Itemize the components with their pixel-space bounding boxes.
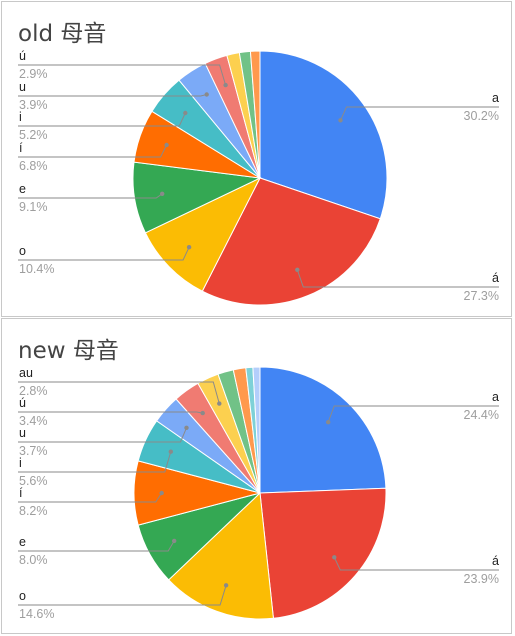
slice-label-name: i: [19, 110, 22, 124]
slice-label-name: u: [19, 80, 26, 94]
slice-label-percent: 6.8%: [19, 159, 48, 173]
leader-dot: [172, 538, 177, 544]
slice-label-percent: 3.4%: [19, 414, 48, 428]
slice-label-name: e: [19, 535, 26, 549]
leader-dot: [183, 110, 188, 116]
pie-slice-o: [167, 491, 274, 620]
leader-line: [18, 585, 227, 606]
pie-slice-a: [259, 50, 388, 220]
leader-line: [18, 451, 172, 473]
leader-dot: [326, 420, 331, 425]
slice-label-percent: 3.9%: [19, 98, 48, 112]
slice-label-percent: 30.2%: [464, 109, 499, 123]
pie-chart-old: a 30.2% á 27.3% o 10.4% e 9.1% í 6.8% i 5.2% u 3.9% ú 2…: [18, 49, 499, 306]
slice-label-name: í: [19, 141, 23, 155]
leader-line: [18, 246, 190, 261]
leader-dot: [184, 425, 189, 430]
leader-dot: [338, 118, 343, 123]
slice-label-name: í: [19, 486, 23, 500]
pie-slice-other-10: [249, 50, 261, 179]
leader-line: [18, 540, 175, 552]
leader-dot: [168, 449, 173, 454]
slice-label-percent: 14.6%: [19, 607, 54, 621]
pie-labels: a 24.4% á 23.9% o 14.6% e 8.0% í 8.2% i 5.6% u 3.7% ú 3…: [18, 366, 499, 621]
pie-slice-a: [259, 366, 387, 494]
slice-label-name: a: [492, 390, 499, 404]
leader-dot: [186, 245, 192, 250]
leader-line: [18, 381, 220, 404]
chart-title-new: new 母音: [18, 338, 119, 364]
chart-panel-new: new 母音 a 24.4% á 23.9% o 14.6% e 8.0% í 8.2% i 5.6%…: [1, 318, 512, 634]
slice-label-name: a: [492, 91, 499, 105]
pie-chart-new: a 24.4% á 23.9% o 14.6% e 8.0% í 8.2% i 5.6% u 3.7% ú 3…: [18, 366, 499, 621]
slice-label-name: u: [19, 426, 26, 440]
leader-line: [18, 64, 227, 86]
slice-label-percent: 24.4%: [464, 408, 499, 422]
slice-label-name: au: [19, 366, 33, 380]
leader-line: [340, 106, 499, 121]
slice-label-name: á: [492, 554, 499, 568]
leader-line: [18, 144, 168, 158]
leader-dot: [217, 401, 222, 406]
leader-line: [18, 193, 163, 199]
leader-dot: [223, 82, 228, 88]
leader-line: [327, 405, 499, 423]
slice-label-percent: 3.7%: [19, 444, 48, 458]
leader-dot: [164, 142, 169, 148]
leader-line: [18, 492, 163, 503]
slice-label-name: o: [19, 244, 26, 258]
pie-slice-á: [201, 177, 381, 306]
leader-dot: [332, 555, 337, 560]
leader-dot: [223, 583, 229, 588]
leader-line: [18, 427, 187, 443]
leader-line: [296, 269, 499, 288]
pie-labels: a 30.2% á 27.3% o 10.4% e 9.1% í 6.8% i 5.2% u 3.9% ú 2…: [18, 49, 499, 303]
slice-label-percent: 8.0%: [19, 553, 48, 567]
slice-label-name: o: [19, 589, 26, 603]
pie-slices: [132, 50, 388, 306]
slice-label-name: i: [19, 456, 22, 470]
slice-label-percent: 8.2%: [19, 504, 48, 518]
leader-dot: [159, 490, 164, 496]
leader-line: [333, 557, 499, 571]
leader-dot: [160, 191, 165, 196]
pie-slice-o: [144, 176, 262, 292]
pie-slice-other-12: [252, 366, 261, 494]
slice-label-name: ú: [19, 396, 26, 410]
leader-dot: [200, 410, 205, 416]
chart-panel-old: old 母音 a 30.2% á 27.3% o 10.4% e 9.1% í 6.8% i 5.2%…: [1, 1, 512, 317]
slice-label-name: e: [19, 182, 26, 196]
slice-label-name: á: [492, 271, 499, 285]
slice-label-name: ú: [19, 49, 26, 63]
slice-label-percent: 5.6%: [19, 474, 48, 488]
slice-label-percent: 10.4%: [19, 262, 54, 276]
leader-line: [18, 112, 186, 127]
slice-label-percent: 23.9%: [464, 572, 499, 586]
chart-title-old: old 母音: [18, 21, 107, 47]
pie-slice-á: [259, 487, 387, 619]
slice-label-percent: 27.3%: [464, 289, 499, 303]
pie-slices: [133, 366, 387, 620]
leader-dot: [295, 267, 300, 272]
slice-label-percent: 2.8%: [19, 384, 48, 398]
slice-label-percent: 2.9%: [19, 67, 48, 81]
slice-label-percent: 9.1%: [19, 200, 48, 214]
leader-dot: [204, 92, 209, 97]
slice-label-percent: 5.2%: [19, 128, 48, 142]
